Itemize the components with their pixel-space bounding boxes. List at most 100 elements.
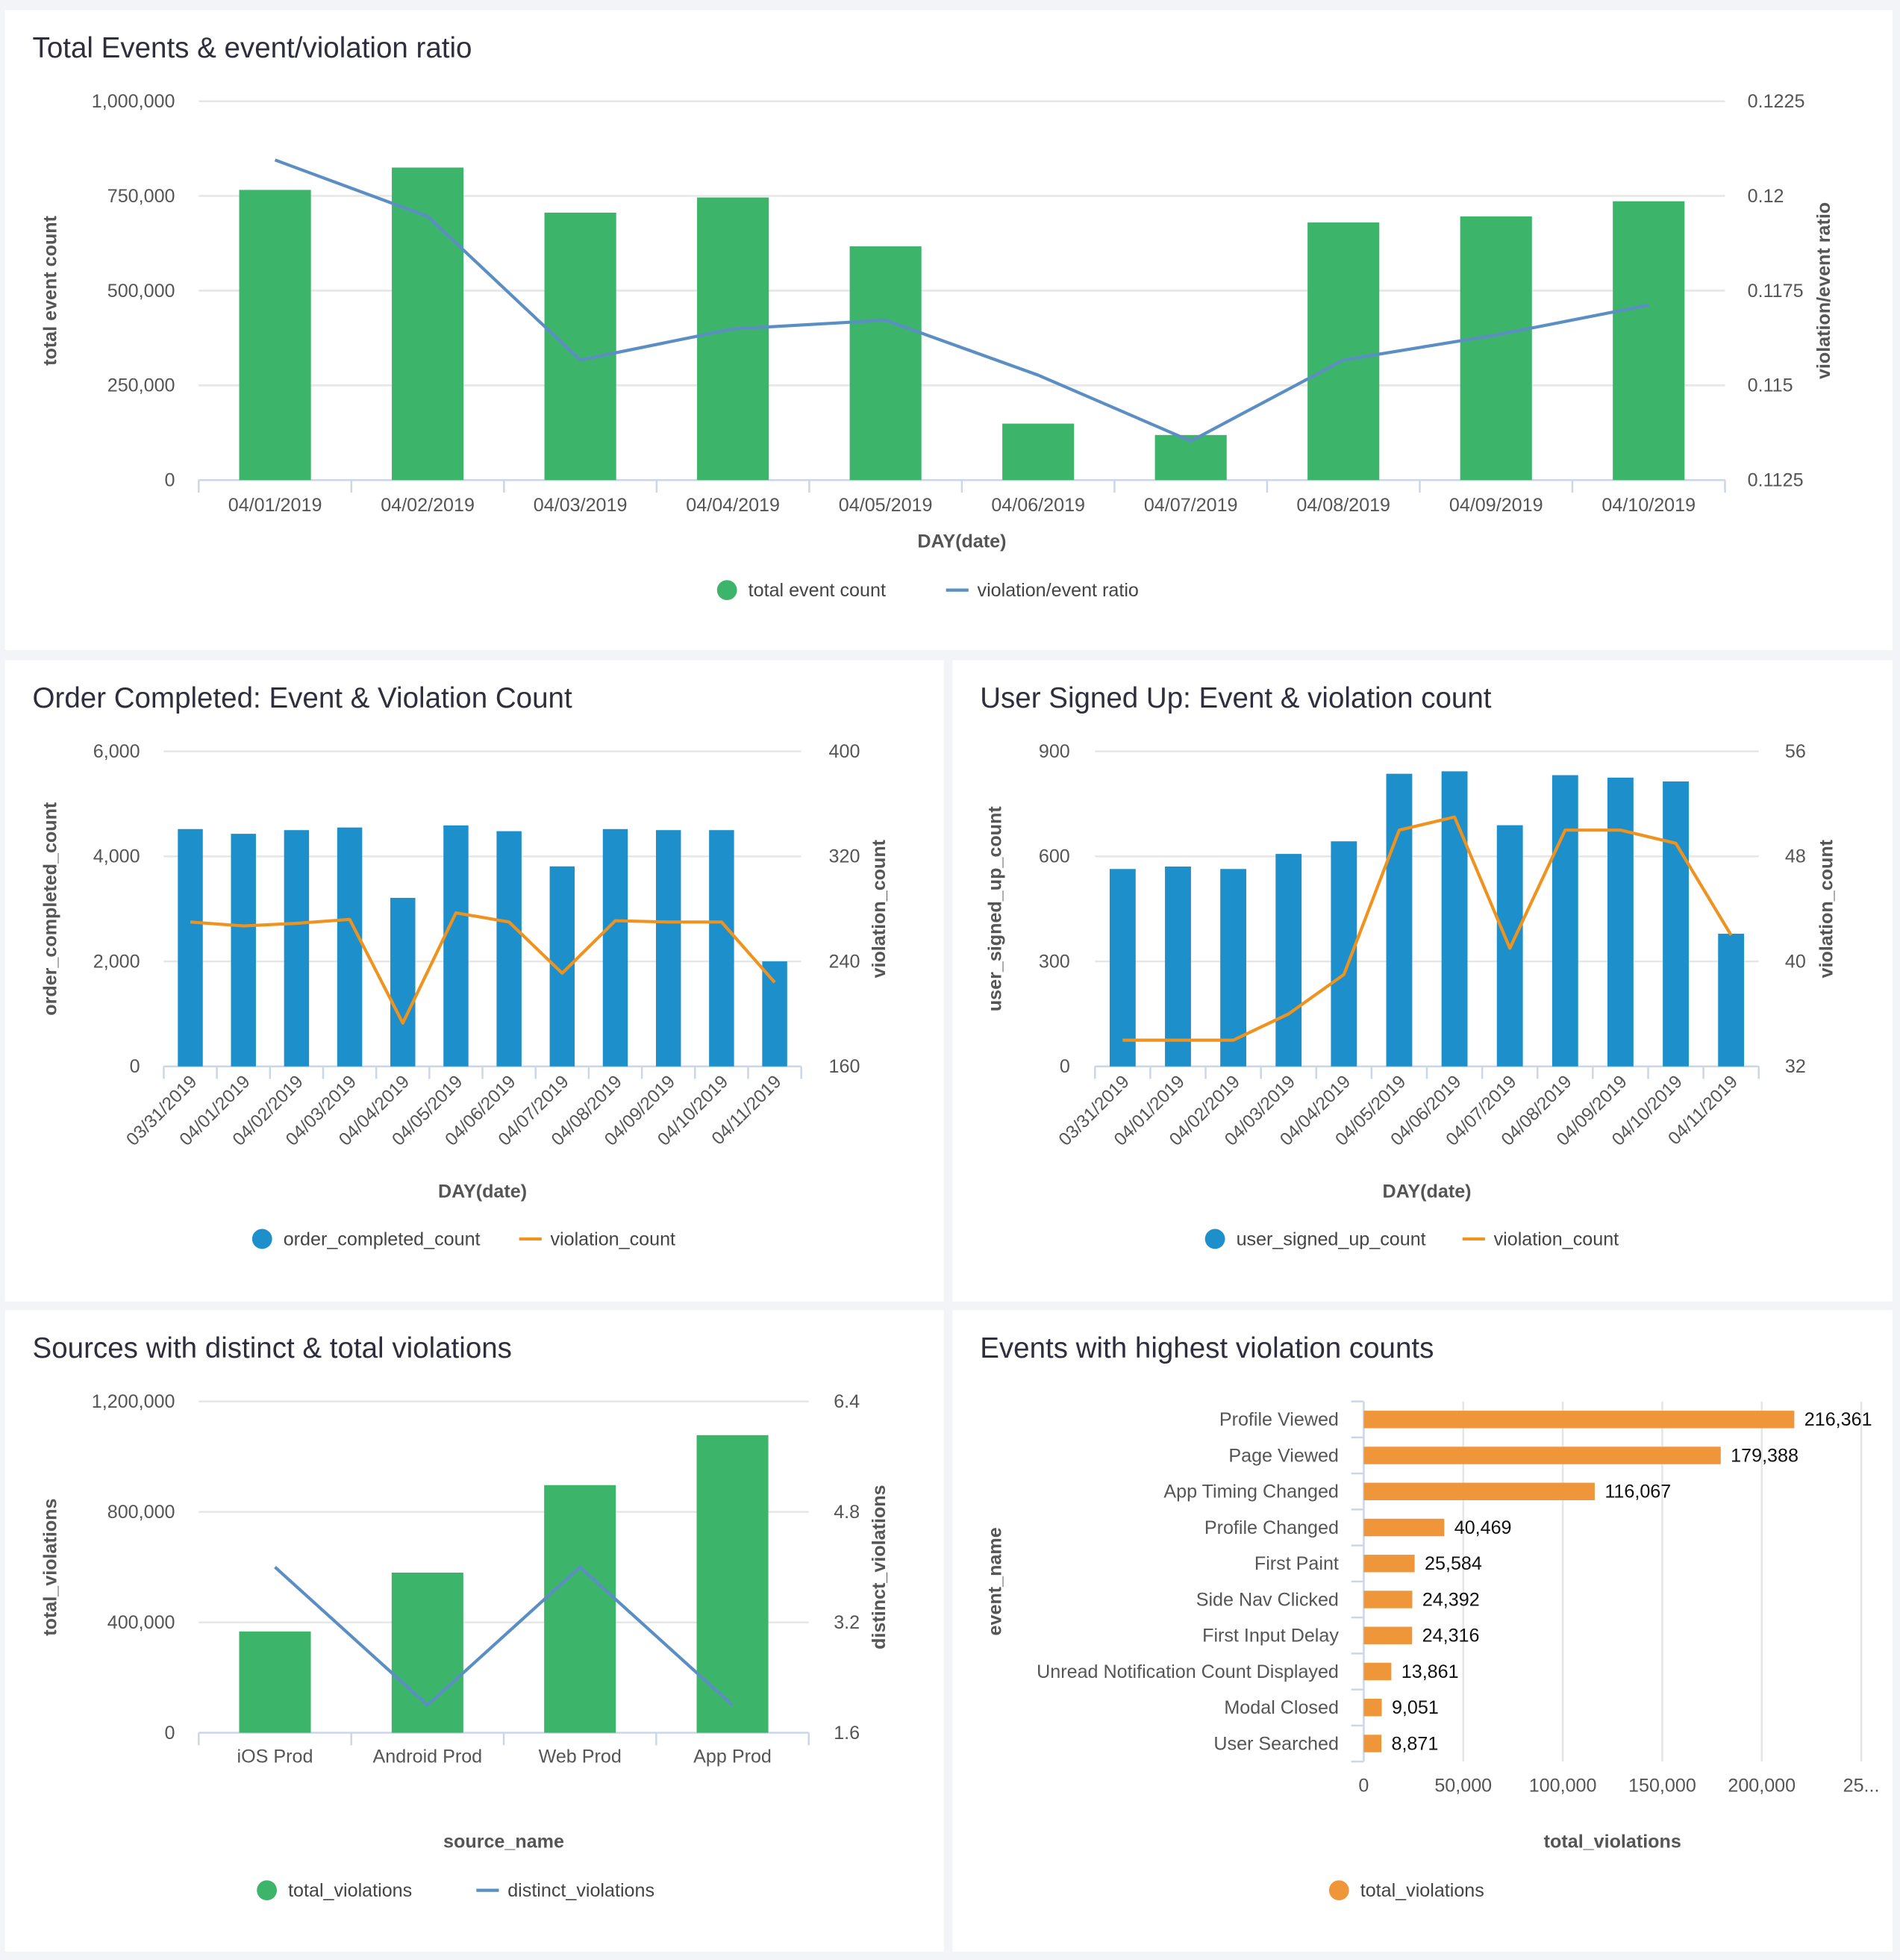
y-tick-label: 600 bbox=[1039, 846, 1070, 867]
bar bbox=[697, 197, 769, 481]
x-axis-title: DAY(date) bbox=[438, 1182, 527, 1202]
legend-marker-circle bbox=[716, 580, 737, 600]
y2-tick-label: 0.115 bbox=[1748, 375, 1793, 396]
legend-marker-circle bbox=[251, 1229, 272, 1249]
y2-tick-label: 0.1175 bbox=[1748, 281, 1804, 302]
panel-sources: Sources with distinct & total violations… bbox=[4, 1310, 944, 1952]
y2-tick-label: 4.8 bbox=[834, 1502, 860, 1523]
y-tick-label: 0 bbox=[1060, 1056, 1070, 1077]
combo-chart: 03006009003240485603/31/201904/01/201904… bbox=[985, 741, 1837, 1249]
panel-total-events: Total Events & event/violation ratio 0 25… bbox=[4, 10, 1893, 650]
bar bbox=[496, 831, 522, 1067]
bar bbox=[1165, 866, 1191, 1067]
chart-title: User Signed Up: Event & violation count bbox=[980, 681, 1492, 714]
x-tick-label: 04/08/2019 bbox=[1296, 495, 1390, 516]
x-tick-label: Android Prod bbox=[373, 1747, 483, 1767]
y-tick-label: Profile Changed bbox=[1204, 1517, 1339, 1538]
y-axis-title: total event count bbox=[40, 215, 60, 366]
legend-item: total_violations bbox=[288, 1880, 412, 1901]
y-tick-label: 500,000 bbox=[107, 281, 175, 302]
legend-item: violation/event ratio bbox=[978, 580, 1139, 601]
y2-axis-title: distinct_violations bbox=[869, 1485, 890, 1649]
legend-marker-circle bbox=[257, 1880, 278, 1900]
y-tick-label: 400,000 bbox=[107, 1612, 175, 1633]
bar bbox=[1663, 781, 1689, 1067]
y2-tick-label: 32 bbox=[1785, 1056, 1806, 1077]
data-label: 216,361 bbox=[1804, 1409, 1872, 1430]
x-tick-label: iOS Prod bbox=[237, 1747, 313, 1767]
series-line bbox=[274, 158, 1649, 443]
y-tick-label: 0 bbox=[165, 1723, 175, 1744]
chart-title: Sources with distinct & total violations bbox=[32, 1331, 512, 1364]
data-label: 40,469 bbox=[1454, 1517, 1512, 1538]
chart-title: Events with highest violation counts bbox=[980, 1331, 1434, 1364]
x-tick-label: Web Prod bbox=[539, 1747, 622, 1767]
bar bbox=[762, 961, 787, 1067]
y-tick-label: 900 bbox=[1039, 741, 1070, 762]
y-tick-label: 1,200,000 bbox=[92, 1391, 175, 1412]
combo-chart: 02,0004,0006,00016024032040003/31/201904… bbox=[40, 741, 890, 1249]
y-tick-label: User Searched bbox=[1213, 1733, 1338, 1754]
y-tick-label: 800,000 bbox=[107, 1502, 175, 1523]
panel-top-events: Events with highest violation counts 0 50… bbox=[952, 1310, 1893, 1952]
y-axis-title: event_name bbox=[985, 1527, 1006, 1635]
y-tick-label: 0 bbox=[130, 1056, 140, 1077]
x-tick-label: 04/02/2019 bbox=[381, 495, 475, 516]
bar bbox=[1220, 869, 1247, 1067]
y-tick-label: 4,000 bbox=[93, 846, 140, 867]
bar bbox=[544, 1485, 616, 1733]
data-label: 179,388 bbox=[1731, 1445, 1799, 1466]
x-tick-label: 04/05/2019 bbox=[839, 495, 933, 516]
y-tick-label: Unread Notification Count Displayed bbox=[1037, 1661, 1339, 1682]
y2-tick-label: 240 bbox=[829, 951, 860, 972]
x-axis-title: DAY(date) bbox=[1382, 1182, 1471, 1202]
bar bbox=[239, 1631, 311, 1733]
y-tick-label: Profile Viewed bbox=[1219, 1409, 1339, 1430]
x-tick-label: 04/04/2019 bbox=[686, 495, 780, 516]
bar bbox=[1551, 775, 1578, 1067]
legend-item: total event count bbox=[749, 580, 886, 601]
bar bbox=[1363, 1446, 1721, 1464]
bar bbox=[655, 830, 681, 1067]
bar bbox=[1363, 1482, 1595, 1500]
bar bbox=[443, 825, 469, 1067]
bar bbox=[178, 828, 203, 1067]
legend-marker-circle bbox=[1328, 1880, 1349, 1900]
combo-chart: 0 400,000 800,000 1,200,000 1.6 3.2 4.8 6.4 iOS … bbox=[40, 1391, 890, 1901]
bar bbox=[1363, 1662, 1392, 1681]
y-tick-label: 0 bbox=[165, 470, 175, 491]
series-line bbox=[190, 911, 776, 1025]
y-tick-label: 250,000 bbox=[107, 375, 175, 396]
bar bbox=[1363, 1698, 1382, 1717]
bar bbox=[1109, 869, 1136, 1067]
x-tick-label: 0 bbox=[1358, 1775, 1369, 1796]
bar bbox=[1363, 1518, 1445, 1537]
bar bbox=[337, 827, 363, 1067]
x-axis-title: DAY(date) bbox=[917, 531, 1006, 552]
legend-item: total_violations bbox=[1360, 1880, 1484, 1901]
bar bbox=[390, 897, 416, 1067]
x-tick-label: 04/03/2019 bbox=[534, 495, 628, 516]
legend-marker-circle bbox=[1204, 1229, 1225, 1249]
bar bbox=[231, 834, 256, 1067]
x-axis-title: source_name bbox=[443, 1832, 564, 1853]
series-line bbox=[274, 1565, 734, 1707]
legend-item: distinct_violations bbox=[507, 1880, 654, 1901]
y2-axis-title: violation_count bbox=[1816, 839, 1837, 978]
y2-tick-label: 0.1225 bbox=[1748, 91, 1805, 112]
y-tick-label: 1,000,000 bbox=[92, 91, 175, 112]
y-tick-label: First Paint bbox=[1254, 1553, 1339, 1574]
bar bbox=[1460, 216, 1532, 481]
y-tick-label: 300 bbox=[1039, 951, 1070, 972]
bar bbox=[1275, 854, 1302, 1067]
bar bbox=[1363, 1591, 1413, 1608]
y2-tick-label: 6.4 bbox=[834, 1391, 860, 1412]
legend-item: violation_count bbox=[551, 1229, 676, 1249]
x-tick-label: 04/07/2019 bbox=[1144, 495, 1238, 516]
legend-item: violation_count bbox=[1494, 1229, 1619, 1249]
bar bbox=[1718, 934, 1745, 1067]
x-tick-label: 150,000 bbox=[1628, 1775, 1696, 1796]
data-label: 9,051 bbox=[1392, 1697, 1439, 1718]
bar bbox=[1307, 222, 1380, 481]
